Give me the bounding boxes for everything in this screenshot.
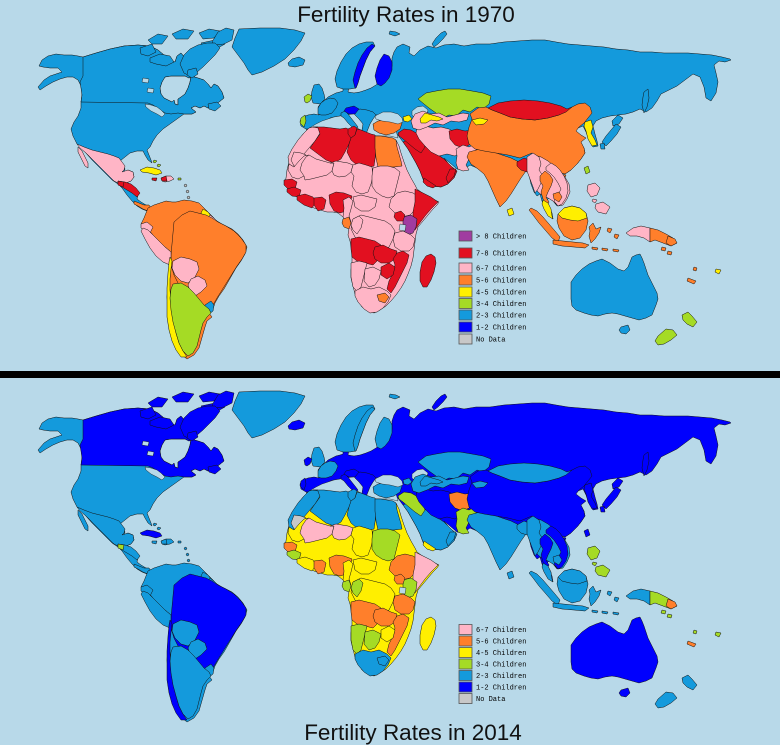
svg-text:Fertility Rates in 2014: Fertility Rates in 2014	[304, 720, 522, 745]
svg-text:1-2 Children: 1-2 Children	[476, 685, 526, 693]
svg-text:No Data: No Data	[476, 696, 505, 704]
svg-text:2-3 Children: 2-3 Children	[476, 313, 526, 321]
svg-text:5-6 Children: 5-6 Children	[476, 639, 526, 647]
svg-text:5-6 Children: 5-6 Children	[476, 278, 526, 286]
svg-text:2-3 Children: 2-3 Children	[476, 673, 526, 681]
svg-text:4-5 Children: 4-5 Children	[476, 650, 526, 658]
svg-text:6-7 Children: 6-7 Children	[476, 266, 526, 274]
svg-text:Fertility Rates in 1970: Fertility Rates in 1970	[297, 2, 515, 27]
svg-text:7-8 Children: 7-8 Children	[476, 251, 526, 259]
svg-text:3-4 Children: 3-4 Children	[476, 662, 526, 670]
svg-text:4-5 Children: 4-5 Children	[476, 290, 526, 298]
svg-text:No Data: No Data	[476, 337, 505, 345]
svg-text:3-4 Children: 3-4 Children	[476, 301, 526, 309]
svg-text:6-7 Children: 6-7 Children	[476, 627, 526, 635]
svg-text:> 8 Children: > 8 Children	[476, 234, 526, 242]
svg-text:1-2 Children: 1-2 Children	[476, 325, 526, 333]
